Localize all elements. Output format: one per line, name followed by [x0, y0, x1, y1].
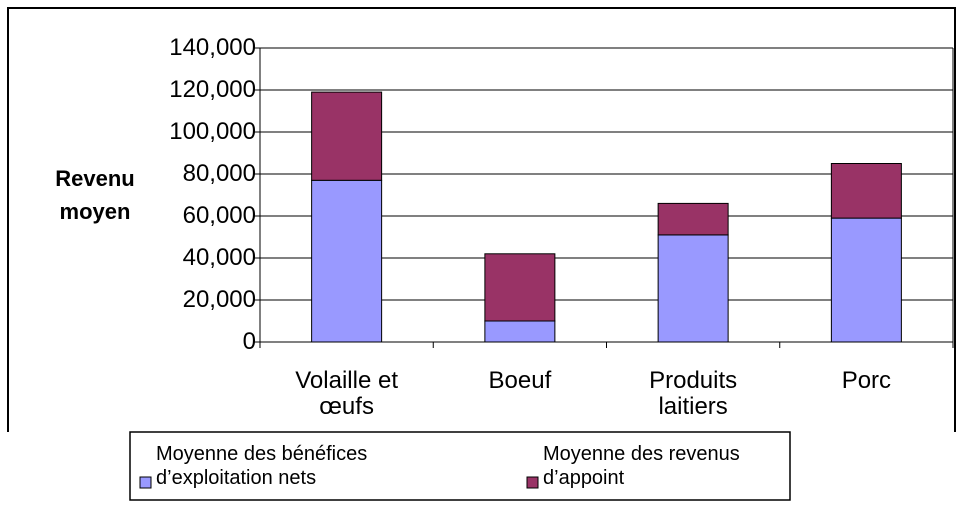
x-tick-label: Boeuf	[488, 367, 552, 394]
x-tick-label: Volaille et œufs	[295, 367, 398, 420]
bar-segment	[311, 91, 383, 181]
y-tick-label: 120,000	[169, 76, 256, 103]
bar-segment	[484, 320, 556, 343]
bar-segment	[311, 179, 383, 343]
frame	[7, 7, 956, 432]
legend-swatch	[139, 476, 152, 489]
bar-segment	[657, 234, 729, 343]
x-tick-label: Produits laitiers	[649, 367, 738, 420]
y-tick-label: 20,000	[182, 286, 256, 313]
y-tick-label: 100,000	[169, 118, 256, 145]
y-axis-label: Revenu moyen	[55, 166, 135, 224]
bar-segment	[657, 202, 729, 236]
y-tick-label: 0	[242, 328, 256, 355]
x-tick-label: Porc	[841, 367, 892, 394]
legend-box	[129, 431, 791, 501]
bar-segment	[484, 253, 556, 322]
y-tick-label: 80,000	[182, 160, 256, 187]
y-tick-label: 40,000	[182, 244, 256, 271]
bar-segment	[830, 163, 902, 219]
legend-label: Moyenne des revenus d’appoint	[543, 443, 740, 489]
bar-segment	[830, 217, 902, 343]
y-tick-label: 140,000	[169, 34, 256, 61]
y-tick-label: 60,000	[182, 202, 256, 229]
legend-label: Moyenne des bénéfices d’exploitation net…	[156, 443, 368, 489]
legend-swatch	[526, 476, 539, 489]
